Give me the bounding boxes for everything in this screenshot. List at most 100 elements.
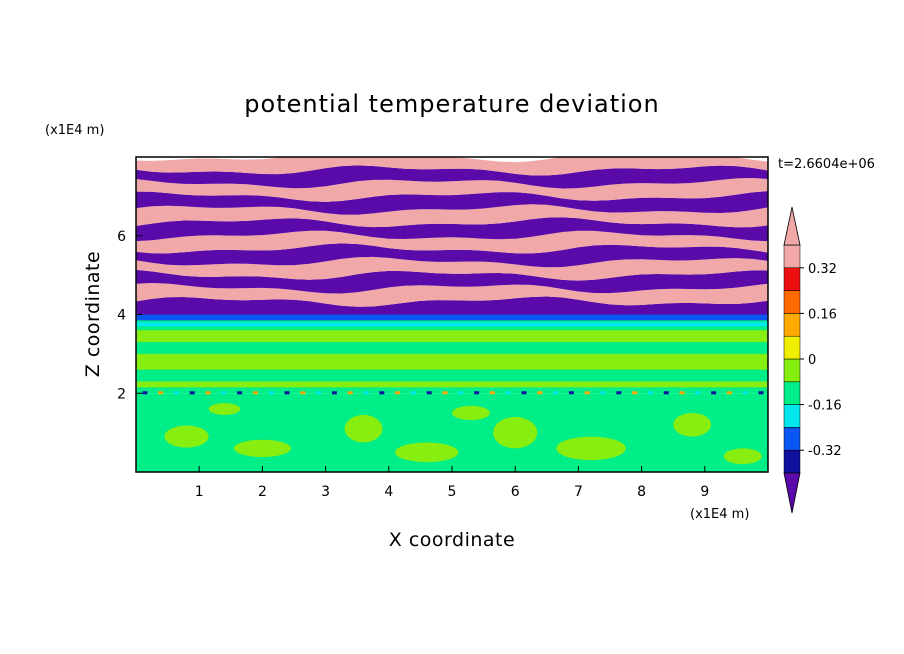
colorbar-swatch [783, 381, 801, 405]
upper-band [136, 283, 768, 307]
lower-layer-patch [208, 403, 241, 415]
x-tick-label: 2 [258, 484, 267, 500]
colorbar: 0.32 0.16 0 -0.16 -0.32 [783, 206, 842, 514]
interface-speck [442, 391, 448, 395]
stratified-strip [136, 353, 768, 370]
interface-speck [142, 391, 148, 395]
x-tick-label: 8 [637, 484, 646, 500]
colorbar-tick-label: 0.16 [808, 307, 837, 322]
y-axis-label: Z coordinate [82, 251, 104, 377]
colorbar-swatch [783, 244, 801, 269]
interface-speck [679, 391, 685, 395]
colorbar-swatch [783, 404, 801, 428]
y-unit-label: (x1E4 m) [45, 123, 104, 138]
interface-speck [395, 391, 401, 395]
lower-layer-patch [452, 405, 490, 421]
x-tick-label: 7 [574, 484, 583, 500]
upper-band [136, 165, 768, 189]
interface-speck [458, 391, 464, 395]
upper-band [136, 157, 768, 176]
lower-layer-band [136, 393, 768, 472]
upper-band [136, 204, 768, 228]
upper-band [136, 230, 768, 254]
x-ticks: 1 2 3 4 5 6 7 8 9 [195, 466, 709, 500]
lower-layer-patch [493, 416, 538, 449]
y-ticks: 2 4 6 [117, 229, 142, 402]
interface-speck [521, 391, 527, 395]
interface-speck [489, 391, 495, 395]
x-tick-label: 3 [321, 484, 330, 500]
interface-speck [300, 391, 306, 395]
upper-band [136, 191, 768, 215]
lower-layer-patch [673, 412, 712, 437]
interface-speck [331, 391, 337, 395]
interface-speck [268, 391, 274, 395]
interface-speck [584, 391, 590, 395]
colorbar-tick-label: -0.32 [808, 444, 842, 459]
x-tick-label: 9 [700, 484, 709, 500]
interface-speck [205, 391, 211, 395]
x-tick-label: 6 [511, 484, 520, 500]
interface-speck [568, 391, 574, 395]
chart-title: potential temperature deviation [244, 90, 659, 118]
interface-speck [726, 391, 732, 395]
stratified-strip [136, 381, 768, 388]
interface-speck [663, 391, 669, 395]
interface-speck [616, 391, 622, 395]
interface-speck [158, 391, 164, 395]
colorbar-lower-extension [783, 472, 801, 514]
interface-speck [711, 391, 717, 395]
colorbar-swatch [783, 335, 801, 360]
x-axis-label: X coordinate [389, 529, 515, 551]
interface-speck [284, 391, 290, 395]
lower-layer-patch [395, 442, 459, 463]
y-tick-label: 2 [117, 386, 126, 402]
lower-layer-patch [556, 436, 626, 461]
interface-speck [632, 391, 638, 395]
stratified-strip [136, 346, 768, 350]
colorbar-swatch [783, 427, 801, 451]
colorbar-tick-label: -0.16 [808, 399, 842, 414]
y-tick-label: 6 [117, 229, 126, 245]
interface-speck [647, 391, 653, 395]
lower-layer-patch [233, 439, 291, 458]
lower-layer-patch [344, 414, 383, 443]
contour-field [136, 157, 768, 472]
colorbar-swatch [783, 313, 801, 337]
colorbar-tick-label: 0 [808, 353, 816, 368]
x-tick-label: 5 [448, 484, 457, 500]
interface-speck [505, 391, 511, 395]
interface-speck [173, 391, 179, 395]
y-tick-label: 4 [117, 308, 126, 324]
colorbar-swatch [783, 267, 801, 291]
interface-speck [474, 391, 480, 395]
colorbar-upper-extension [783, 206, 801, 246]
interface-speck [410, 391, 416, 395]
x-tick-label: 1 [195, 484, 204, 500]
interface-speck [553, 391, 559, 395]
x-unit-label: (x1E4 m) [690, 507, 749, 522]
lower-layer-patch [164, 425, 209, 448]
interface-speck [537, 391, 543, 395]
interface-speck [347, 391, 353, 395]
stratified-strip [136, 330, 768, 343]
stratified-strip [136, 373, 768, 378]
colorbar-swatch [783, 290, 801, 314]
interface-speck [742, 391, 748, 395]
interface-speck [758, 391, 764, 395]
interface-speck [379, 391, 385, 395]
upper-band [136, 178, 768, 202]
stratified-strip [136, 322, 768, 327]
interface-speck [316, 391, 322, 395]
upper-band [136, 217, 768, 242]
upper-band [136, 296, 768, 315]
colorbar-tick-label: 0.32 [808, 262, 837, 277]
interface-speck [221, 391, 227, 395]
upper-band [136, 243, 768, 268]
interface-speck [363, 391, 369, 395]
time-label: t=2.6604e+06 [778, 157, 875, 172]
x-tick-label: 4 [384, 484, 393, 500]
colorbar-swatch [783, 358, 801, 383]
upper-band [136, 256, 768, 281]
